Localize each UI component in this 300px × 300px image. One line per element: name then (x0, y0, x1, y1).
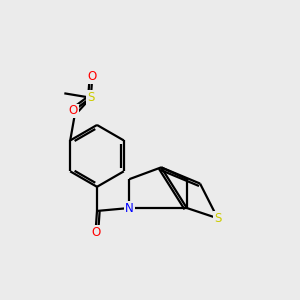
Text: S: S (214, 212, 221, 225)
Text: O: O (88, 70, 97, 83)
Text: N: N (125, 202, 134, 214)
Text: O: O (68, 104, 78, 118)
Text: O: O (91, 226, 100, 239)
Text: S: S (87, 91, 94, 104)
